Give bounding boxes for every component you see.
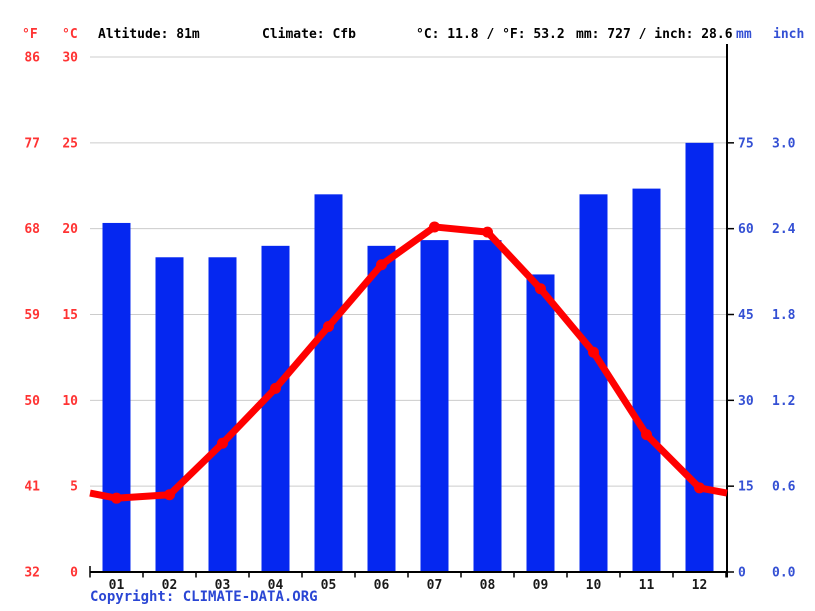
temperature-point (535, 283, 546, 295)
mm-tick-label: 75 (738, 136, 754, 151)
celsius-tick-label: 10 (62, 394, 78, 409)
precipitation-bar (685, 142, 714, 573)
precipitation-bar (208, 257, 237, 572)
precipitation-bar (632, 188, 661, 572)
month-label: 05 (321, 578, 337, 593)
celsius-tick-label: 25 (62, 136, 78, 151)
mm-tick-label: 30 (738, 394, 754, 409)
climate-data-org-link[interactable]: CLIMATE-DATA.ORG (182, 589, 318, 605)
month-label: 01 (109, 578, 125, 593)
mean-temperature-label: °C: 11.8 / °F: 53.2 (416, 27, 565, 42)
total-precipitation-label: mm: 727 / inch: 28.6 (576, 27, 733, 42)
inch-tick-label: 2.4 (772, 222, 796, 237)
fahrenheit-tick-label: 86 (24, 51, 40, 66)
temperature-point (164, 489, 175, 501)
precipitation-bar (102, 222, 131, 572)
month-label: 03 (215, 578, 231, 593)
fahrenheit-tick-label: 59 (24, 308, 40, 323)
mm-tick-label: 0 (738, 566, 746, 581)
fahrenheit-tick-label: 50 (24, 394, 40, 409)
temperature-point (588, 346, 599, 358)
temperature-point (111, 492, 122, 504)
inch-axis-title: inch (773, 27, 805, 42)
celsius-tick-label: 0 (70, 566, 78, 581)
month-label: 06 (374, 578, 390, 593)
temperature-point (376, 259, 387, 271)
temperature-point (217, 437, 228, 449)
month-label: 07 (427, 578, 443, 593)
inch-tick-label: 1.2 (772, 394, 795, 409)
month-label: 09 (533, 578, 549, 593)
inch-tick-label: 3.0 (772, 136, 796, 151)
precipitation-bar (314, 194, 343, 573)
precipitation-bar (420, 240, 449, 572)
inch-tick-label: 0.0 (772, 566, 796, 581)
climate-type-label: Climate: Cfb (262, 27, 356, 42)
month-label: 11 (639, 578, 655, 593)
c-axis-title: °C (62, 27, 78, 42)
month-label: 10 (586, 578, 602, 593)
precipitation-bar (526, 274, 555, 572)
month-label: 02 (162, 578, 178, 593)
copyright-label: Copyright: (90, 589, 175, 605)
celsius-tick-label: 20 (62, 222, 78, 237)
precipitation-bar (473, 240, 502, 572)
altitude-label: Altitude: 81m (98, 27, 200, 42)
copyright: Copyright: CLIMATE-DATA.ORG (90, 589, 318, 605)
temperature-point (641, 429, 652, 441)
precipitation-bar (261, 245, 290, 573)
f-axis-title: °F (22, 27, 38, 42)
month-label: 04 (268, 578, 284, 593)
celsius-tick-label: 5 (70, 480, 78, 495)
inch-tick-label: 1.8 (772, 308, 796, 323)
temperature-point (694, 482, 705, 494)
temperature-point (429, 221, 440, 233)
temperature-line (89, 223, 728, 502)
temperature-point (323, 321, 334, 333)
precipitation-bar (579, 194, 608, 573)
inch-tick-label: 0.6 (772, 480, 796, 495)
month-label: 12 (692, 578, 708, 593)
mm-tick-label: 15 (738, 480, 754, 495)
fahrenheit-tick-label: 32 (24, 566, 40, 581)
mm-axis-title: mm (736, 27, 752, 42)
mm-tick-label: 45 (738, 308, 754, 323)
precipitation-bar (367, 245, 396, 573)
precipitation-bar (155, 257, 184, 572)
mm-tick-label: 60 (738, 222, 754, 237)
fahrenheit-tick-label: 77 (24, 136, 40, 151)
month-label: 08 (480, 578, 496, 593)
fahrenheit-tick-label: 41 (24, 480, 40, 495)
temperature-point (482, 226, 493, 238)
celsius-tick-label: 30 (62, 51, 78, 66)
fahrenheit-tick-label: 68 (24, 222, 40, 237)
celsius-tick-label: 15 (62, 308, 78, 323)
temperature-point (270, 382, 281, 394)
